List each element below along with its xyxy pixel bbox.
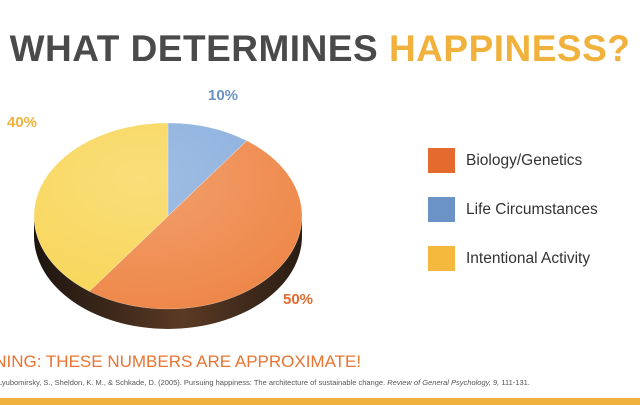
pie-chart: 50% 10% 40% [7,87,313,329]
legend-item-intentional-activity: Intentional Activity [428,246,598,271]
legend-swatch-life-circumstances [428,197,455,222]
legend: Biology/Genetics Life Circumstances Inte… [428,148,598,295]
legend-item-biology: Biology/Genetics [428,148,598,173]
legend-label: Intentional Activity [466,249,591,267]
citation-volume: 9, [493,378,500,387]
citation: Lyubomirsky, S., Sheldon, K. M., & Schka… [0,378,530,387]
pie-slice-label-intentional-activity: 40% [7,114,37,131]
pie-slice-label-life-circumstances: 10% [208,87,238,104]
legend-swatch-biology [428,148,455,173]
legend-item-life-circumstances: Life Circumstances [428,197,598,222]
bottom-accent-bar [0,398,640,405]
legend-label: Life Circumstances [466,200,598,218]
page-title: WHAT DETERMINES HAPPINESS? [0,28,640,70]
title-part-1: WHAT DETERMINES [9,28,379,69]
legend-swatch-intentional-activity [428,246,455,271]
pie-slice-label-biology: 50% [283,291,313,308]
warning-text: RNING: THESE NUMBERS ARE APPROXIMATE! [0,352,362,371]
legend-label: Biology/Genetics [466,151,583,169]
citation-text: Lyubomirsky, S., Sheldon, K. M., & Schka… [0,378,386,387]
title-part-2: HAPPINESS? [388,28,631,69]
citation-journal: Review of General Psychology, [387,378,491,387]
citation-pages: 111-131. [501,378,530,387]
